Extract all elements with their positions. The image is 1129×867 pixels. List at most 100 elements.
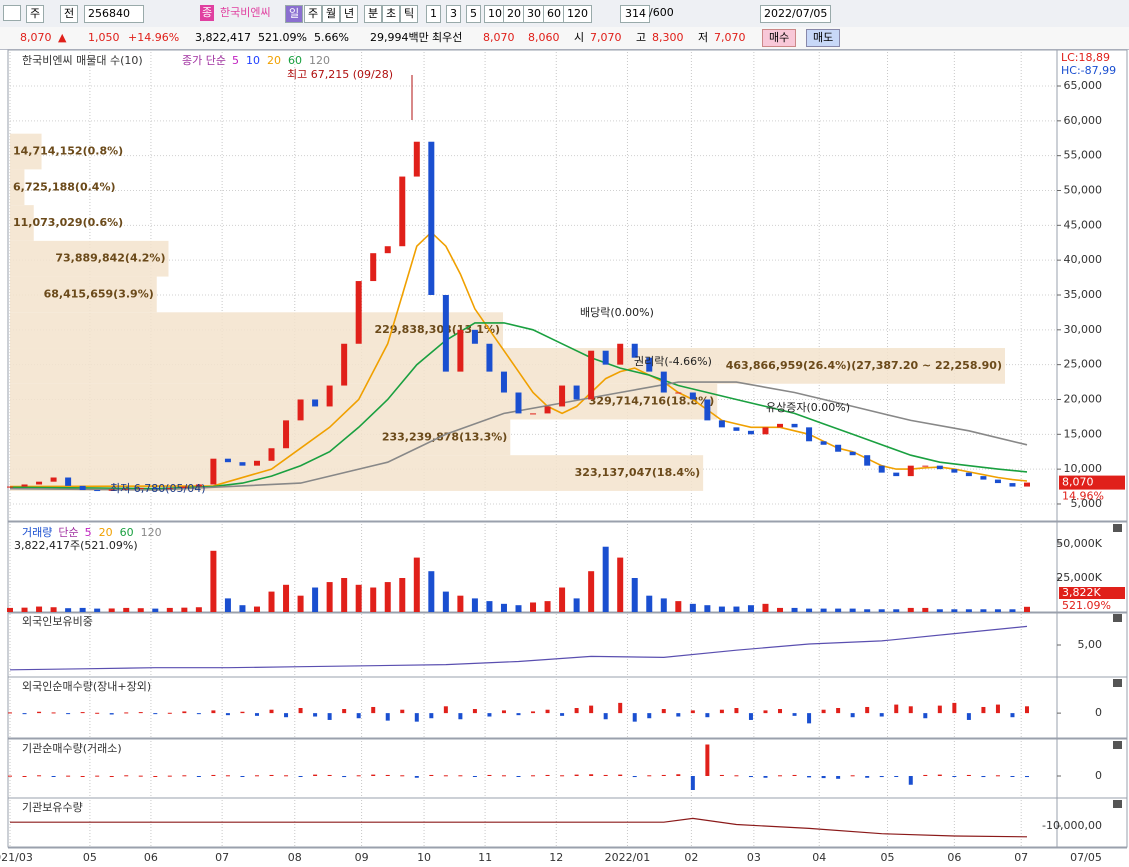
x-tick-label: 02 bbox=[684, 851, 698, 864]
net-bar bbox=[327, 713, 332, 720]
volume-profile-label: 14,714,152(0.8%) bbox=[13, 145, 123, 158]
net-bar bbox=[966, 713, 971, 720]
period-button[interactable]: 월 bbox=[322, 5, 341, 23]
change: 1,050 bbox=[88, 31, 120, 44]
last-rate: 14.96% bbox=[1062, 490, 1104, 503]
interval-button[interactable]: 120 bbox=[563, 5, 592, 23]
candle bbox=[166, 487, 173, 489]
buy-button[interactable]: 매수 bbox=[762, 29, 797, 47]
candle bbox=[559, 385, 566, 407]
chart: 2021/0305060708091011122022/010203040506… bbox=[0, 49, 1128, 864]
net-bar bbox=[385, 774, 390, 776]
net-bar bbox=[792, 774, 797, 776]
volume-bar bbox=[399, 577, 406, 612]
period-button[interactable]: 주 bbox=[304, 5, 323, 23]
x-tick-label: 06 bbox=[144, 851, 158, 864]
net-bar bbox=[429, 713, 434, 719]
net-bar bbox=[1025, 776, 1029, 778]
chart-title: 거래량 bbox=[22, 526, 52, 539]
volume-bar bbox=[355, 584, 362, 612]
net-bar bbox=[95, 712, 100, 714]
net-bar bbox=[458, 713, 463, 720]
net-bar bbox=[952, 776, 957, 777]
candle bbox=[544, 406, 551, 414]
net-bar bbox=[690, 776, 695, 790]
market-select[interactable]: 주 bbox=[26, 5, 45, 23]
candle bbox=[530, 413, 537, 415]
volume-bar bbox=[849, 608, 856, 612]
interval-button[interactable]: 30 bbox=[523, 5, 545, 23]
low-label: 저 bbox=[698, 31, 709, 44]
open-label: 시 bbox=[574, 31, 585, 44]
candle bbox=[893, 472, 900, 477]
net-bar bbox=[487, 774, 492, 776]
volume-bar bbox=[922, 607, 929, 612]
low: 7,070 bbox=[714, 31, 746, 44]
sell-button[interactable]: 매도 bbox=[806, 29, 841, 47]
candle bbox=[21, 484, 28, 487]
period-button[interactable]: 분 bbox=[364, 5, 383, 23]
net-bar bbox=[313, 713, 318, 717]
y-tick-label: 15,000 bbox=[1064, 427, 1103, 440]
code-input[interactable]: 256840 bbox=[84, 5, 144, 23]
net-bar bbox=[472, 709, 477, 714]
volume-profile-bar bbox=[10, 348, 1005, 384]
last-volume-box bbox=[1059, 587, 1125, 599]
prev-button[interactable]: 전 bbox=[60, 5, 79, 23]
net-bar bbox=[400, 775, 405, 777]
candle bbox=[94, 490, 101, 492]
stock-name: 한국비엔씨 bbox=[220, 6, 271, 19]
candle bbox=[806, 427, 813, 442]
volume-bar bbox=[936, 609, 943, 612]
net-bar bbox=[952, 702, 957, 714]
candle bbox=[689, 392, 696, 400]
net-bar bbox=[80, 712, 85, 714]
interval-button[interactable]: 20 bbox=[503, 5, 525, 23]
net-bar bbox=[618, 702, 623, 714]
period-button[interactable]: 틱 bbox=[400, 5, 419, 23]
net-bar bbox=[167, 712, 172, 714]
net-bar bbox=[356, 713, 361, 719]
jong-badge[interactable]: 종 bbox=[200, 5, 215, 21]
candle bbox=[660, 371, 667, 393]
net-bar bbox=[661, 709, 666, 714]
count-input[interactable]: 314 bbox=[620, 5, 650, 23]
menu-icon[interactable] bbox=[3, 5, 21, 21]
period-button[interactable]: 초 bbox=[382, 5, 401, 23]
interval-button[interactable]: 10 bbox=[484, 5, 506, 23]
candle bbox=[297, 399, 304, 421]
net-bar bbox=[981, 776, 986, 778]
net-bar bbox=[196, 776, 201, 777]
volume-bar bbox=[835, 608, 842, 612]
interval-button[interactable]: 1 bbox=[426, 5, 441, 23]
net-bar bbox=[211, 774, 216, 776]
candle bbox=[370, 253, 377, 282]
net-bar bbox=[1010, 776, 1015, 777]
price: 8,070 bbox=[20, 31, 52, 44]
net-bar bbox=[734, 775, 739, 777]
net-bar bbox=[211, 710, 216, 714]
volume-bar bbox=[384, 582, 391, 612]
net-bar bbox=[560, 713, 565, 716]
volume-bar bbox=[166, 607, 173, 612]
period-button[interactable]: 일 bbox=[285, 5, 304, 23]
period-button[interactable]: 년 bbox=[340, 5, 359, 23]
volume-bar bbox=[341, 577, 348, 612]
chart-title: 기관보유수량 bbox=[22, 801, 83, 814]
volume-bar bbox=[980, 609, 987, 612]
legend-entry: 120 bbox=[309, 54, 330, 67]
date-input[interactable]: 2022/07/05 bbox=[760, 5, 832, 23]
y-tick-label: 0 bbox=[1095, 769, 1102, 782]
interval-button[interactable]: 5 bbox=[466, 5, 481, 23]
candle bbox=[573, 385, 580, 400]
net-bar bbox=[269, 709, 274, 714]
interval-button[interactable]: 3 bbox=[446, 5, 461, 23]
net-bar bbox=[719, 774, 724, 776]
candle bbox=[965, 472, 972, 477]
x-tick-label: 05 bbox=[83, 851, 97, 864]
interval-button[interactable]: 60 bbox=[543, 5, 565, 23]
legend-entry: 5 bbox=[85, 526, 92, 539]
net-bar bbox=[153, 776, 158, 777]
candle bbox=[704, 399, 711, 421]
